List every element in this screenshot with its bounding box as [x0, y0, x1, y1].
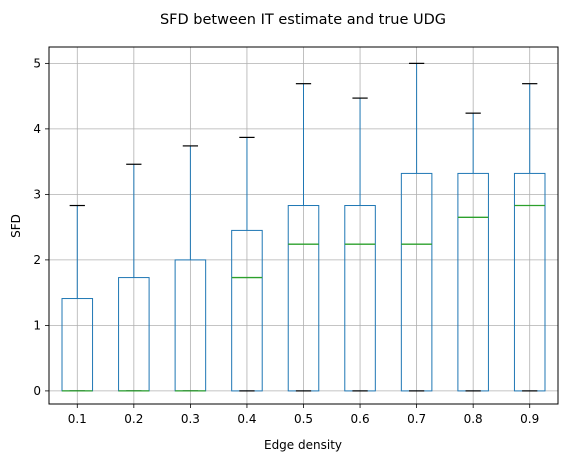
box-0.8	[457, 112, 489, 392]
x-tick-label: 0.9	[520, 412, 539, 426]
box-0.5	[287, 83, 320, 392]
x-axis: 0.1 0.2 0.3 0.4 0.5 0.6 0.7 0.8 0.9	[68, 404, 539, 426]
x-tick-label: 0.1	[68, 412, 87, 426]
y-tick-label: 2	[33, 253, 41, 267]
box-0.1	[61, 204, 94, 392]
y-tick-label: 0	[33, 384, 41, 398]
box-0.4	[231, 136, 263, 392]
chart-title: SFD between IT estimate and true UDG	[160, 12, 446, 28]
y-tick-label: 3	[33, 187, 41, 201]
box-0.6	[344, 97, 376, 392]
x-axis-title: Edge density	[264, 438, 342, 452]
box-0.2	[118, 163, 150, 392]
y-axis-title: SFD	[9, 214, 23, 238]
x-tick-label: 0.8	[464, 412, 483, 426]
y-tick-label: 1	[33, 318, 41, 332]
y-tick-label: 5	[33, 56, 41, 70]
boxes-layer	[61, 62, 546, 392]
x-tick-label: 0.2	[124, 412, 143, 426]
x-tick-label: 0.6	[351, 412, 370, 426]
x-tick-label: 0.5	[294, 412, 313, 426]
x-tick-label: 0.7	[407, 412, 426, 426]
x-tick-label: 0.3	[181, 412, 200, 426]
box-0.7	[400, 62, 433, 392]
x-tick-label: 0.4	[237, 412, 256, 426]
y-axis: 0 1 2 3 4 5	[33, 56, 49, 398]
y-tick-label: 4	[33, 122, 41, 136]
box-0.9	[513, 83, 546, 392]
box-0.3	[174, 145, 207, 392]
